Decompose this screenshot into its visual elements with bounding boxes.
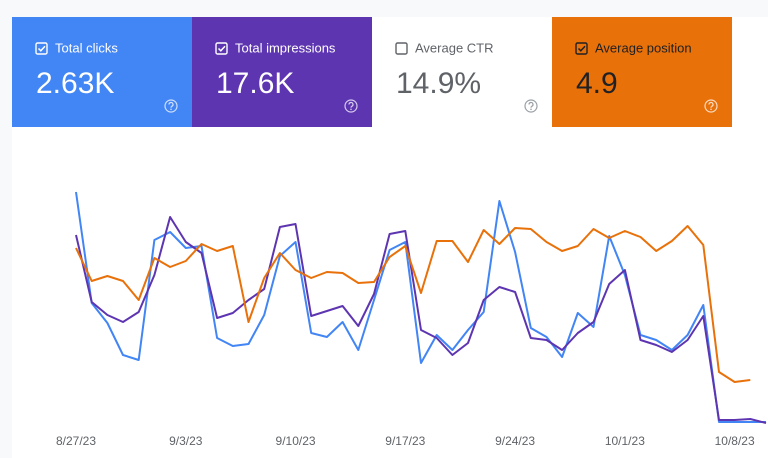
checkbox — [575, 42, 588, 55]
checkbox — [35, 42, 48, 55]
metric-card[interactable] — [192, 17, 372, 127]
metric-value: 14.9% — [396, 67, 481, 100]
help-icon-glyph — [708, 101, 714, 108]
series-line — [75, 191, 766, 423]
help-icon-dot — [350, 108, 352, 111]
x-tick-label: 9/3/23 — [169, 434, 203, 448]
checkbox — [395, 42, 408, 55]
checkmark — [37, 45, 46, 52]
help-icon-dot — [170, 108, 172, 111]
metric-card[interactable] — [372, 17, 552, 127]
help-icon[interactable] — [524, 99, 538, 113]
help-icon[interactable] — [344, 99, 358, 113]
help-icon-glyph — [168, 101, 174, 108]
metric-label: Average position — [595, 40, 692, 55]
help-icon[interactable] — [164, 99, 178, 113]
metric-card[interactable] — [552, 17, 732, 127]
checkmark — [577, 45, 586, 52]
checkbox — [215, 42, 228, 55]
x-tick-label: 10/1/23 — [605, 434, 645, 448]
metric-value: 2.63K — [36, 67, 114, 100]
help-icon-dot — [530, 108, 532, 111]
series-line — [75, 225, 751, 383]
help-icon-dot — [710, 108, 712, 111]
metric-label: Total impressions — [235, 40, 336, 55]
metric-value: 17.6K — [216, 67, 294, 100]
metric-card[interactable] — [12, 17, 192, 127]
metric-label: Average CTR — [415, 40, 494, 55]
metric-label: Total clicks — [55, 40, 118, 55]
x-tick-label: 8/27/23 — [56, 434, 96, 448]
help-icon-glyph — [348, 101, 354, 108]
help-icon[interactable] — [704, 99, 718, 113]
help-icon-glyph — [528, 101, 534, 108]
x-tick-label: 9/24/23 — [495, 434, 535, 448]
metric-value: 4.9 — [576, 67, 618, 100]
x-tick-label: 10/8/23 — [715, 434, 755, 448]
checkmark — [217, 45, 226, 52]
x-tick-label: 9/10/23 — [276, 434, 316, 448]
x-tick-label: 9/17/23 — [385, 434, 425, 448]
series-line — [75, 216, 767, 424]
